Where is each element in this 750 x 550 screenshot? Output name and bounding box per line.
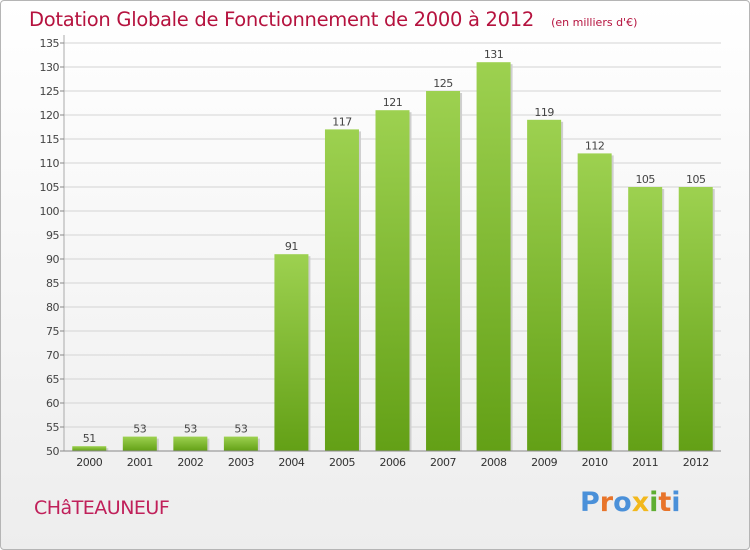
- data-label: 105: [635, 173, 655, 186]
- bar: [274, 254, 309, 451]
- data-label: 51: [83, 432, 96, 445]
- chart-title: Dotation Globale de Fonctionnement de 20…: [29, 8, 534, 31]
- y-tick-label: 125: [40, 85, 60, 98]
- logo-letter: t: [658, 487, 672, 518]
- data-label: 105: [686, 173, 706, 186]
- bar: [324, 129, 359, 451]
- data-label: 53: [184, 423, 197, 436]
- y-tick-label: 90: [46, 253, 59, 266]
- data-label: 112: [585, 139, 605, 152]
- y-tick-label: 55: [46, 421, 59, 434]
- bar: [426, 91, 461, 451]
- bar: [577, 153, 612, 451]
- y-axis: 50 55 60 65 70 75 80 85 90 95 100 105 110 115 120 125 13…: [40, 37, 64, 458]
- y-tick-label: 70: [46, 349, 59, 362]
- data-label: 125: [433, 77, 453, 90]
- bar: [173, 436, 208, 451]
- x-tick-label: 2006: [380, 456, 406, 469]
- x-tick-label: 2004: [278, 456, 304, 469]
- commune-name: CHâTEAUNEUF: [34, 497, 170, 519]
- bar: [527, 119, 562, 452]
- y-tick-label: 115: [40, 133, 60, 146]
- logo-letter: x: [631, 487, 650, 518]
- bar: [375, 110, 410, 451]
- logo-letter: o: [613, 487, 632, 518]
- x-tick-label: 2011: [632, 456, 658, 469]
- x-tick-label: 2000: [76, 456, 102, 469]
- y-tick-label: 75: [46, 325, 59, 338]
- data-label: 91: [285, 240, 298, 253]
- x-tick-label: 2002: [177, 456, 203, 469]
- bar: [72, 446, 107, 451]
- y-tick-label: 60: [46, 397, 59, 410]
- logo-letter: i: [671, 487, 681, 518]
- x-tick-label: 2009: [531, 456, 557, 469]
- y-tick-label: 130: [40, 61, 60, 74]
- data-label: 53: [234, 423, 247, 436]
- data-label: 121: [383, 96, 403, 109]
- x-tick-label: 2007: [430, 456, 456, 469]
- data-label: 119: [534, 106, 554, 119]
- bar: [678, 187, 713, 451]
- y-tick-label: 50: [46, 445, 59, 458]
- data-label: 117: [332, 115, 352, 128]
- y-tick-label: 135: [40, 37, 60, 50]
- logo-letter: r: [599, 487, 614, 518]
- logo-letter: P: [580, 487, 600, 518]
- bar: [476, 62, 511, 451]
- y-tick-label: 85: [46, 277, 59, 290]
- bar: [223, 436, 258, 451]
- data-label: 53: [133, 423, 146, 436]
- y-tick-label: 120: [40, 109, 60, 122]
- y-tick-label: 105: [40, 181, 60, 194]
- x-tick-label: 2008: [481, 456, 507, 469]
- y-tick-label: 110: [40, 157, 60, 170]
- chart-header: Dotation Globale de Fonctionnement de 20…: [29, 8, 637, 31]
- x-tick-label: 2003: [228, 456, 254, 469]
- x-tick-label: 2001: [127, 456, 153, 469]
- bars: 51 53 53 53 91 117 121 125 131 119 112 105 105: [72, 48, 715, 452]
- x-tick-label: 2005: [329, 456, 355, 469]
- chart-unit: (en milliers d'€): [551, 16, 638, 29]
- data-label: 131: [484, 48, 504, 61]
- y-tick-label: 100: [40, 205, 60, 218]
- y-tick-label: 95: [46, 229, 59, 242]
- bar: [122, 436, 157, 451]
- y-tick-label: 65: [46, 373, 59, 386]
- x-tick-label: 2010: [582, 456, 608, 469]
- proxiti-logo[interactable]: Proxiti: [580, 487, 681, 518]
- y-tick-label: 80: [46, 301, 59, 314]
- x-axis: 2000 2001 2002 2003 2004 2005 2006 2007 2008 2009…: [64, 450, 721, 469]
- logo-letter: i: [649, 487, 659, 518]
- x-tick-label: 2012: [683, 456, 709, 469]
- bar: [628, 187, 663, 451]
